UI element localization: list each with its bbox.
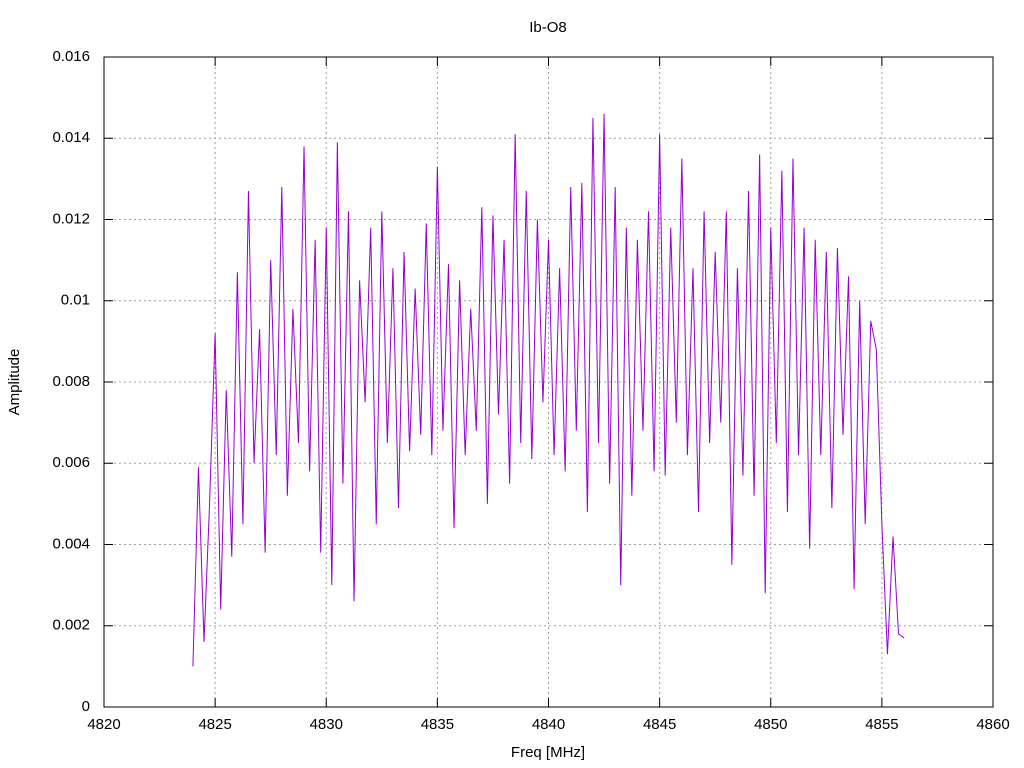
y-tick-label: 0.002 [52,617,90,634]
x-tick-label: 4830 [310,716,343,733]
y-tick-label: 0 [82,698,90,715]
x-axis-label: Freq [MHz] [511,744,585,761]
x-tick-label: 4820 [87,716,120,733]
x-tick-label: 4840 [532,716,565,733]
y-tick-label: 0.006 [52,454,90,471]
x-tick-label: 4850 [754,716,787,733]
data-line [192,113,905,667]
x-tick-label: 4845 [643,716,676,733]
x-tick-label: 4825 [198,716,231,733]
x-tick-label: 4835 [421,716,454,733]
y-tick-label: 0.008 [52,373,90,390]
x-tick-label: 4860 [976,716,1009,733]
y-tick-label: 0.014 [52,129,90,146]
y-tick-label: 0.004 [52,535,90,552]
y-axis-label: Amplitude [6,349,23,416]
y-tick-label: 0.016 [52,48,90,65]
plot-border [103,56,994,708]
y-tick-label: 0.01 [61,292,90,309]
x-tick-label: 4855 [865,716,898,733]
y-tick-label: 0.012 [52,210,90,227]
chart-title: Ib-O8 [529,19,567,36]
